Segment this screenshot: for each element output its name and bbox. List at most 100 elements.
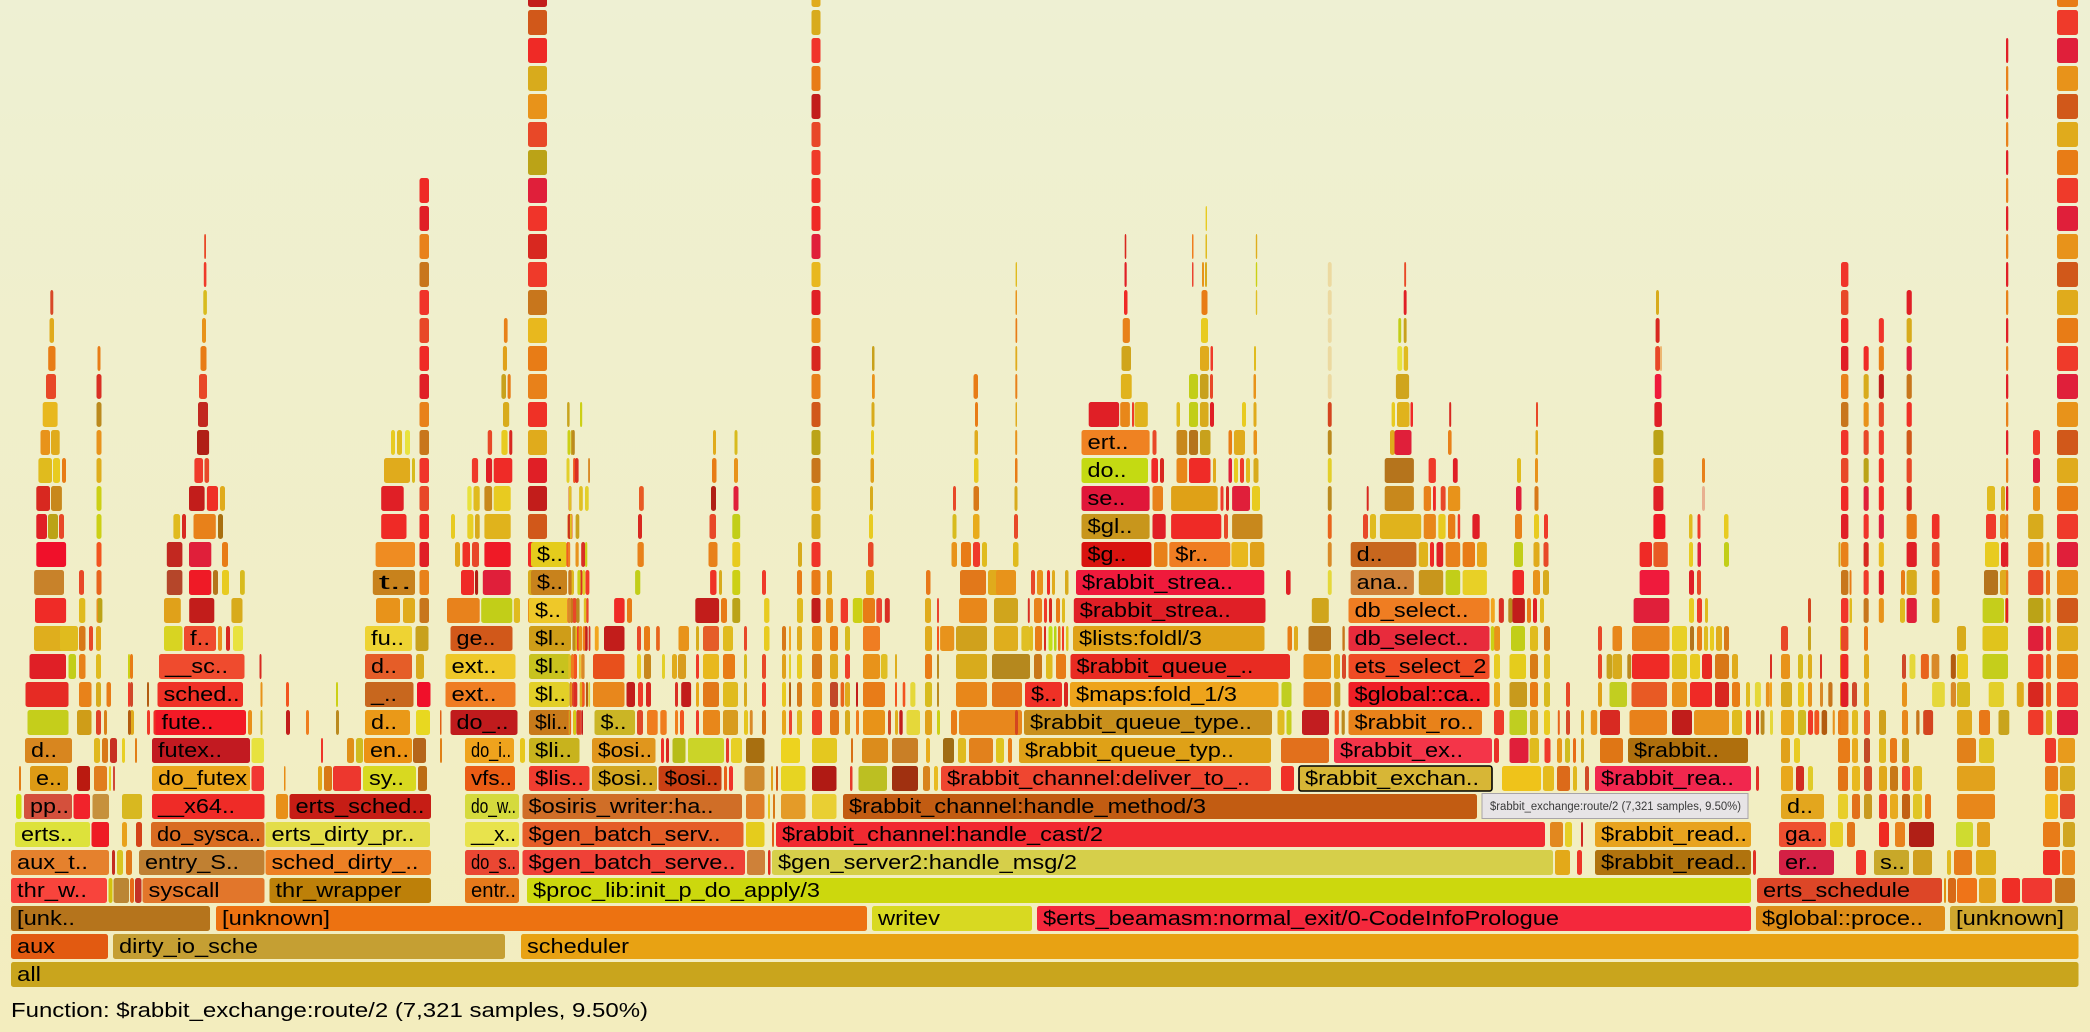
svg-text:e..: e.. [36, 768, 62, 790]
svg-text:ert..: ert.. [1088, 432, 1129, 454]
svg-text:fute..: fute.. [162, 712, 214, 734]
svg-text:d..: d.. [1357, 544, 1383, 566]
svg-text:[unk..: [unk.. [17, 908, 75, 930]
svg-text:do_s..: do_s.. [471, 852, 516, 874]
svg-text:dirty_io_sche: dirty_io_sche [119, 936, 258, 958]
svg-text:$maps:fold_1/3: $maps:fold_1/3 [1076, 684, 1237, 706]
svg-text:$lis..: $lis.. [535, 768, 584, 790]
svg-text:$gen_batch_serv..: $gen_batch_serv.. [529, 824, 721, 846]
svg-text:$l..: $l.. [535, 656, 566, 678]
svg-text:$rabbit_queue_..: $rabbit_queue_.. [1077, 656, 1254, 678]
svg-text:ext..: ext.. [452, 656, 497, 678]
svg-text:ga..: ga.. [1785, 824, 1823, 846]
svg-text:$erts_beamasm:normal_exit/0-Co: $erts_beamasm:normal_exit/0-CodeInfoProl… [1043, 908, 1559, 930]
svg-text:$osi..: $osi.. [665, 768, 719, 790]
svg-text:erts_sched..: erts_sched.. [296, 796, 425, 818]
svg-text:$rabbit_ro..: $rabbit_ro.. [1355, 712, 1474, 734]
svg-text:se..: se.. [1088, 488, 1126, 510]
svg-text:entr..: entr.. [471, 880, 516, 902]
svg-text:erts_schedule: erts_schedule [1763, 880, 1910, 902]
svg-text:do_futex: do_futex [158, 768, 247, 790]
svg-text:Function: $rabbit_exchange:rou: Function: $rabbit_exchange:route/2 (7,32… [11, 1000, 648, 1022]
svg-text:aux: aux [17, 936, 55, 958]
svg-text:$..: $.. [601, 712, 627, 734]
svg-text:ana..: ana.. [1357, 572, 1409, 594]
svg-text:$rabbit_strea..: $rabbit_strea.. [1080, 600, 1231, 622]
svg-text:$rabbit_rea..: $rabbit_rea.. [1601, 768, 1734, 790]
svg-text:d..: d.. [1787, 796, 1813, 818]
svg-text:$osi..: $osi.. [598, 768, 654, 790]
svg-text:$rabbit_channel:handle_cast/2: $rabbit_channel:handle_cast/2 [782, 824, 1103, 846]
svg-text:f..: f.. [190, 628, 210, 650]
svg-text:erts..: erts.. [21, 824, 73, 846]
svg-text:$rabbit_queue_type..: $rabbit_queue_type.. [1030, 712, 1252, 734]
svg-text:$..: $.. [537, 544, 563, 566]
svg-text:erts_dirty_pr..: erts_dirty_pr.. [272, 824, 415, 846]
svg-text:thr_wrapper: thr_wrapper [276, 880, 402, 902]
svg-text:thr_w..: thr_w.. [17, 880, 87, 902]
svg-text:$li..: $li.. [535, 712, 568, 734]
svg-text:$..: $.. [1031, 684, 1057, 706]
svg-text:__x..: __x.. [470, 824, 516, 846]
svg-text:$..: $.. [535, 600, 561, 622]
svg-text:t..: t.. [379, 572, 412, 594]
svg-text:sy..: sy.. [369, 768, 404, 790]
svg-text:syscall: syscall [149, 880, 220, 902]
svg-text:[unknown]: [unknown] [1956, 908, 2064, 930]
svg-text:$rabbit_exchan..: $rabbit_exchan.. [1305, 768, 1479, 790]
svg-text:$..: $.. [537, 572, 563, 594]
svg-text:$global::ca..: $global::ca.. [1355, 684, 1482, 706]
svg-text:$gen_batch_serve..: $gen_batch_serve.. [529, 852, 736, 874]
svg-text:d..: d.. [371, 712, 397, 734]
svg-text:er..: er.. [1785, 852, 1818, 874]
svg-text:$rabbit_ex..: $rabbit_ex.. [1340, 740, 1463, 762]
svg-text:$osi..: $osi.. [598, 740, 652, 762]
svg-text:__sc..: __sc.. [164, 656, 228, 678]
svg-text:$lists:foldl/3: $lists:foldl/3 [1079, 628, 1202, 650]
svg-text:do_sysca..: do_sysca.. [157, 824, 261, 846]
svg-text:entry_S..: entry_S.. [145, 852, 239, 874]
svg-text:d..: d.. [31, 740, 57, 762]
svg-text:$l..: $l.. [535, 628, 566, 650]
svg-text:futex..: futex.. [158, 740, 222, 762]
svg-text:$rabbit_exchange:route/2 (7,32: $rabbit_exchange:route/2 (7,321 samples,… [1490, 801, 1741, 813]
svg-text:$global::proce..: $global::proce.. [1762, 908, 1923, 930]
svg-text:$rabbit..: $rabbit.. [1634, 740, 1719, 762]
svg-text:scheduler: scheduler [527, 936, 629, 958]
svg-text:s..: s.. [1880, 852, 1905, 874]
svg-text:en..: en.. [370, 740, 409, 762]
svg-text:ext..: ext.. [452, 684, 497, 706]
svg-text:$rabbit_queue_typ..: $rabbit_queue_typ.. [1025, 740, 1234, 762]
svg-text:do_w..: do_w.. [471, 796, 516, 818]
svg-text:$rabbit_read..: $rabbit_read.. [1601, 824, 1747, 846]
svg-text:$li..: $li.. [535, 740, 572, 762]
svg-text:__x64..: __x64.. [157, 796, 235, 818]
svg-text:writev: writev [877, 908, 940, 930]
svg-text:_..: _.. [370, 684, 397, 706]
svg-text:vfs..: vfs.. [471, 768, 512, 790]
svg-text:db_select..: db_select.. [1355, 628, 1469, 650]
svg-text:do..: do.. [1088, 460, 1127, 482]
svg-text:aux_t..: aux_t.. [17, 852, 88, 874]
svg-text:db_select..: db_select.. [1355, 600, 1469, 622]
svg-text:$osiris_writer:ha..: $osiris_writer:ha.. [529, 796, 714, 818]
svg-text:sched..: sched.. [164, 684, 240, 706]
svg-text:pp..: pp.. [30, 796, 69, 818]
svg-text:sched_dirty_..: sched_dirty_.. [272, 852, 419, 874]
svg-text:all: all [17, 964, 41, 986]
svg-text:$rabbit_strea..: $rabbit_strea.. [1082, 572, 1233, 594]
svg-text:fu..: fu.. [371, 628, 404, 650]
svg-text:$l..: $l.. [535, 684, 566, 706]
svg-text:d..: d.. [371, 656, 397, 678]
svg-text:$proc_lib:init_p_do_apply/3: $proc_lib:init_p_do_apply/3 [533, 880, 820, 902]
svg-text:[unknown]: [unknown] [222, 908, 330, 930]
svg-text:do_..: do_.. [457, 712, 509, 734]
svg-text:do_i..: do_i.. [471, 740, 511, 762]
svg-text:$rabbit_channel:handle_method/: $rabbit_channel:handle_method/3 [849, 796, 1206, 818]
svg-text:$rabbit_channel:deliver_to_..: $rabbit_channel:deliver_to_.. [947, 768, 1250, 790]
svg-text:ets_select_2: ets_select_2 [1355, 656, 1487, 678]
svg-text:$gen_server2:handle_msg/2: $gen_server2:handle_msg/2 [778, 852, 1077, 874]
svg-text:$gl..: $gl.. [1088, 516, 1133, 538]
svg-text:$r..: $r.. [1175, 544, 1208, 566]
svg-text:ge..: ge.. [457, 628, 496, 650]
